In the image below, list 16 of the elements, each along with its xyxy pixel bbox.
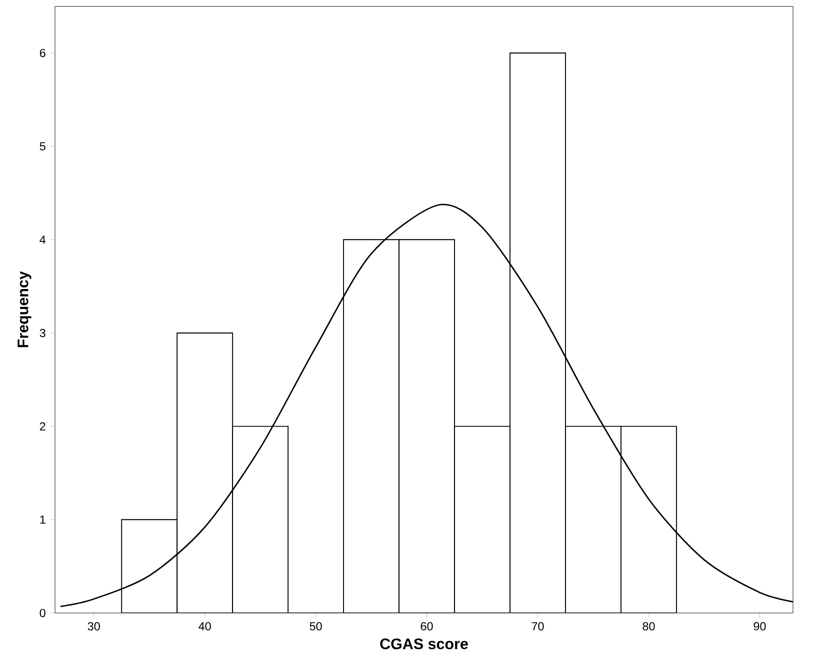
- x-tick-label: 90: [754, 622, 766, 630]
- y-tick-label: 2: [40, 422, 46, 430]
- x-tick-label: 40: [198, 622, 211, 630]
- y-tick-label: 0: [40, 608, 46, 618]
- y-tick-label: 6: [40, 48, 46, 58]
- y-tick-label: 4: [40, 236, 46, 244]
- y-tick-label: 5: [40, 142, 46, 150]
- x-tick-label: 80: [642, 622, 655, 630]
- x-tick-label: 50: [310, 622, 322, 630]
- y-tick-label: 3: [40, 328, 46, 338]
- y-tick-label: 1: [40, 516, 46, 524]
- x-tick-label: 60: [420, 622, 433, 630]
- x-tick-label: 30: [88, 622, 100, 630]
- x-axis-title: CGAS score: [380, 638, 468, 650]
- y-axis-title: Frequency: [18, 271, 32, 348]
- x-tick-label: 70: [532, 622, 544, 630]
